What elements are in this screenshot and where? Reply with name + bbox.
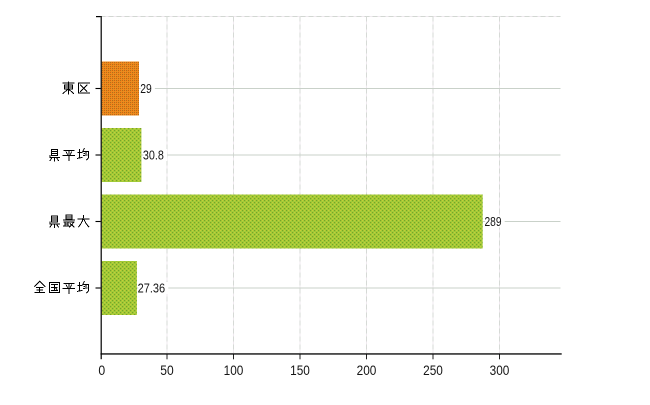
svg-text:250: 250 [423,363,443,379]
svg-text:289: 289 [485,215,502,229]
svg-text:100: 100 [224,363,244,379]
svg-text:300: 300 [490,363,510,379]
svg-text:0: 0 [98,363,105,379]
svg-text:200: 200 [357,363,377,379]
svg-text:29: 29 [140,82,152,96]
svg-text:50: 50 [160,363,173,379]
svg-text:27.36: 27.36 [138,281,166,295]
svg-text:150: 150 [290,363,310,379]
svg-text:30.8: 30.8 [143,148,164,162]
